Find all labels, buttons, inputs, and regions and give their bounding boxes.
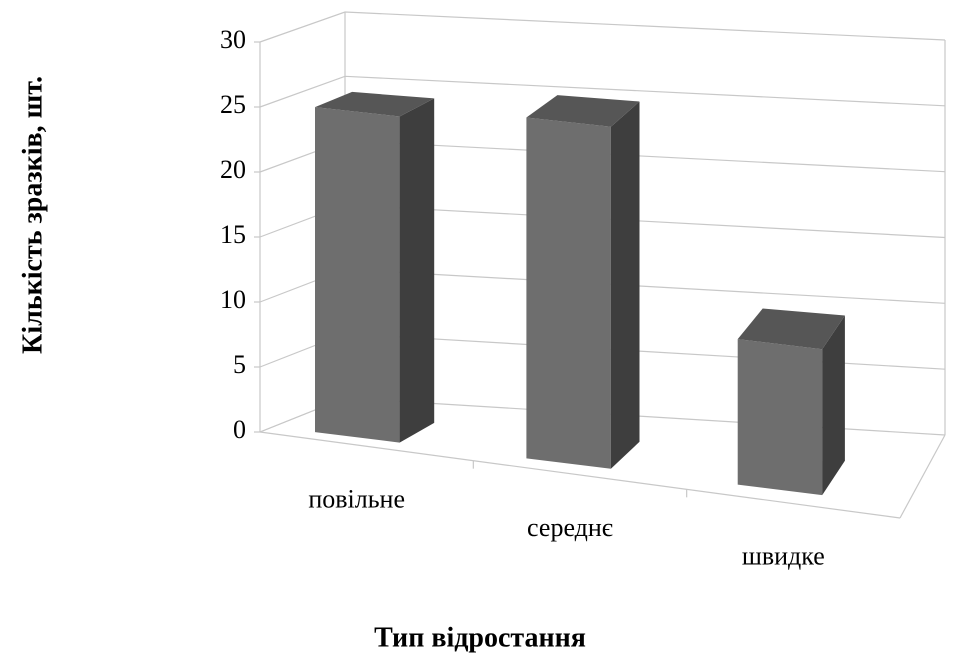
- x-tick-label: швидке: [742, 542, 825, 571]
- x-tick-label: повільне: [308, 484, 405, 513]
- bar-side: [610, 101, 640, 469]
- axis-line: [259, 431, 901, 519]
- axis-line: [899, 434, 946, 519]
- y-tick-label: 5: [233, 350, 246, 379]
- y-axis-title: Кількість зразків, шт.: [17, 76, 48, 354]
- y-tick-label: 15: [220, 220, 246, 249]
- bar-front: [526, 117, 611, 469]
- x-axis-title: Тип відростання: [374, 622, 586, 653]
- grid-line: [259, 11, 946, 43]
- bar-side: [399, 98, 435, 443]
- x-tick-label: середнє: [527, 513, 613, 542]
- y-tick-label: 0: [233, 415, 246, 444]
- y-tick-label: 25: [220, 90, 246, 119]
- bar-front: [737, 339, 823, 496]
- y-tick-label: 10: [220, 285, 246, 314]
- bar-front: [315, 107, 400, 443]
- bar-top: [737, 308, 845, 350]
- bar-top: [526, 95, 640, 127]
- bar-side: [822, 315, 845, 496]
- y-tick-label: 30: [220, 25, 246, 54]
- bar-top: [315, 91, 435, 117]
- y-tick-label: 20: [220, 155, 246, 184]
- grid-line: [259, 75, 946, 108]
